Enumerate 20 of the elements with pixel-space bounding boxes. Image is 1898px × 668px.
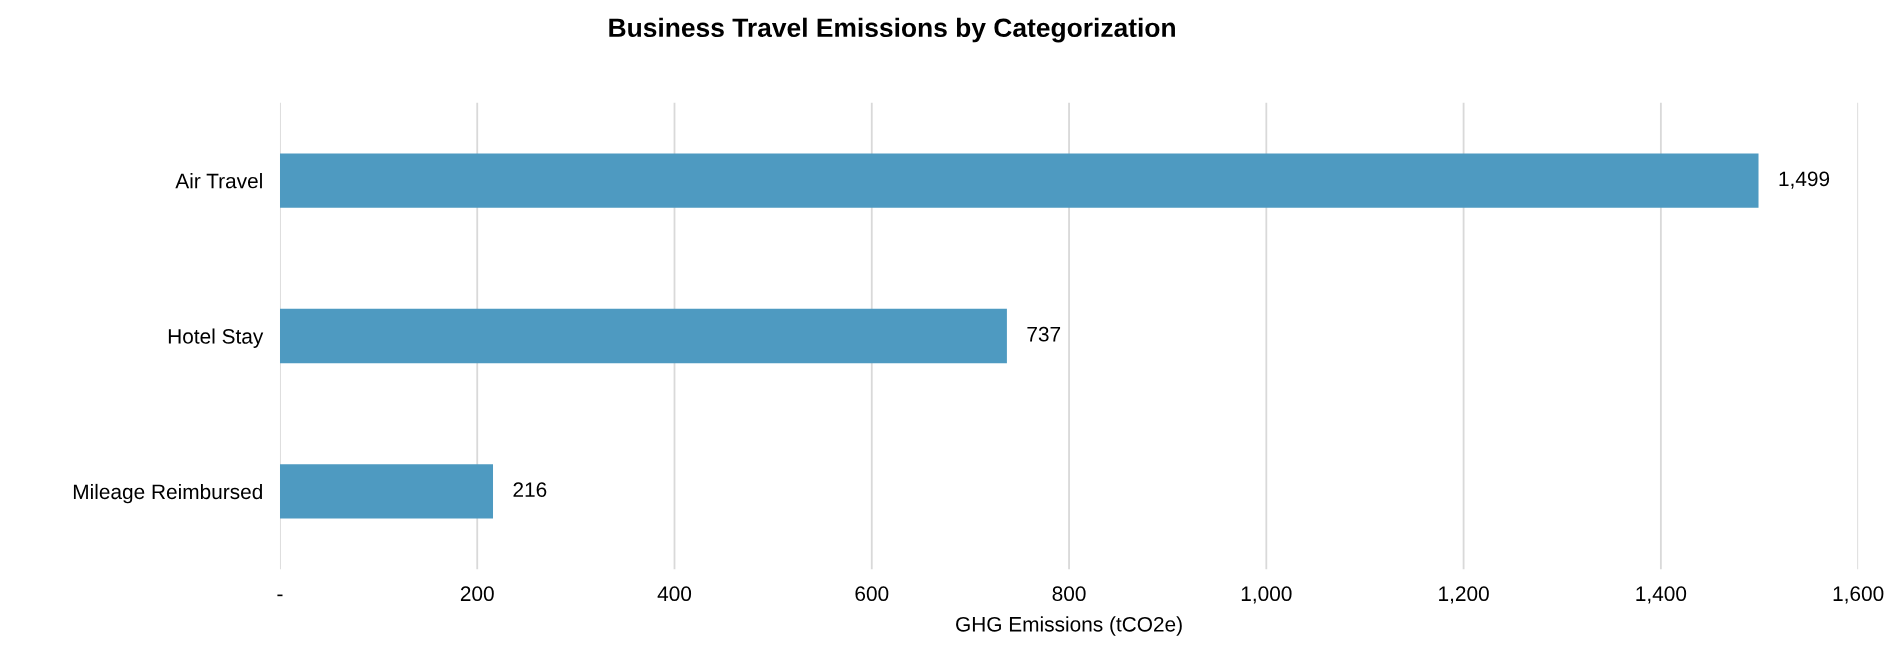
- x-axis-title: GHG Emissions (tCO2e): [956, 616, 1182, 636]
- y-tick-label: Air Travel: [175, 173, 262, 189]
- x-tick-label: 1,600: [1833, 586, 1884, 604]
- bar: [279, 464, 494, 519]
- x-tick-label: -: [277, 594, 283, 597]
- x-tick-label: 1,200: [1439, 586, 1489, 604]
- y-tick-label: Mileage Reimbursed: [73, 483, 262, 504]
- x-tick-label: 600: [855, 586, 889, 602]
- x-tick-label: 400: [657, 586, 692, 602]
- data-label: 216: [513, 482, 547, 498]
- x-tick-label: 800: [1052, 586, 1086, 602]
- x-tick-label: 200: [460, 586, 494, 602]
- y-tick-label: Hotel Stay: [168, 328, 264, 348]
- x-tick-label: 1,400: [1636, 586, 1687, 604]
- data-label: 737: [1027, 326, 1061, 342]
- chart-title: Business Travel Emissions by Categorization: [609, 17, 1175, 43]
- x-tick-label: 1,000: [1241, 586, 1292, 604]
- bar: [279, 308, 1007, 364]
- data-label: 1,499: [1779, 171, 1830, 189]
- bar: [279, 153, 1759, 208]
